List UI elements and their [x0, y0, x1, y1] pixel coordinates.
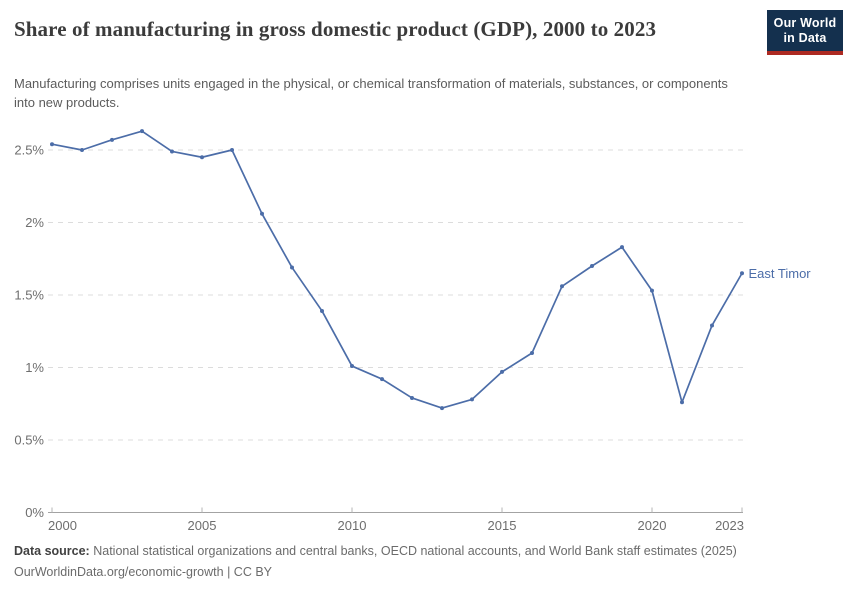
data-point: [50, 142, 54, 147]
data-point: [680, 400, 684, 405]
data-point: [560, 284, 564, 289]
data-point: [200, 155, 204, 160]
y-tick-label: 1%: [25, 360, 44, 375]
owid-logo: Our World in Data: [767, 10, 843, 55]
x-tick-label: 2010: [338, 518, 367, 533]
data-point: [620, 245, 624, 250]
data-point: [500, 369, 504, 374]
data-point: [110, 137, 114, 142]
y-tick-label: 0.5%: [14, 433, 44, 448]
data-source-label: Data source:: [14, 544, 90, 558]
chart-footer: Data source: National statistical organi…: [14, 541, 737, 583]
data-point: [380, 377, 384, 382]
chart-subtitle: Manufacturing comprises units engaged in…: [14, 76, 728, 110]
data-point: [140, 129, 144, 134]
y-tick-label: 1.5%: [14, 288, 44, 303]
data-point: [710, 323, 714, 328]
entity-label: East Timor: [749, 266, 812, 281]
x-tick-label: 2005: [188, 518, 217, 533]
x-tick-label: 2000: [48, 518, 77, 533]
series-line: [51, 130, 743, 409]
owid-logo-line1: Our World: [773, 16, 837, 30]
footer-separator: |: [227, 565, 231, 579]
data-point: [590, 264, 594, 268]
data-point: [440, 406, 444, 411]
data-point: [290, 265, 294, 270]
data-source-text: National statistical organizations and c…: [93, 544, 737, 558]
y-tick-label: 0%: [25, 505, 44, 520]
line-chart: 0% 0.5% 1% 1.5% 2% 2.5% 2000 2005 2010 2015 2020 20…: [14, 129, 812, 533]
data-source-line: Data source: National statistical organi…: [14, 541, 737, 562]
footer-license-link[interactable]: CC BY: [233, 565, 272, 579]
attribution-line: OurWorldinData.org/economic-growth | CC …: [14, 562, 737, 583]
owid-logo-line2: in Data: [783, 31, 827, 45]
data-point: [530, 351, 534, 355]
y-tick-label: 2.5%: [14, 143, 44, 158]
x-tick-label: 2020: [638, 518, 667, 533]
footer-url-link[interactable]: OurWorldinData.org/economic-growth: [14, 565, 224, 579]
data-point: [170, 149, 174, 154]
data-point: [470, 397, 474, 402]
data-point: [230, 148, 234, 152]
data-point: [410, 395, 414, 400]
data-point: [740, 271, 744, 276]
x-tick-label: 2023: [715, 518, 744, 533]
data-point: [650, 288, 654, 293]
data-point: [320, 308, 324, 313]
data-point: [80, 148, 84, 152]
data-point: [260, 211, 264, 216]
page-title: Share of manufacturing in gross domestic…: [14, 17, 657, 41]
x-tick-label: 2015: [488, 518, 517, 533]
y-tick-label: 2%: [25, 215, 44, 230]
data-point: [350, 364, 354, 369]
